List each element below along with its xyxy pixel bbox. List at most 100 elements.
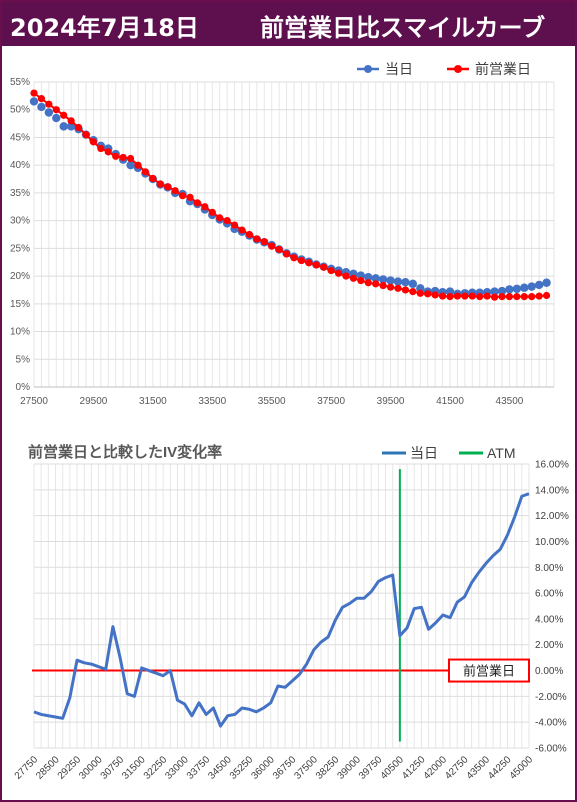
data-point-today xyxy=(66,122,76,131)
x-tick-label: 30750 xyxy=(99,754,127,782)
x-tick-label: 36750 xyxy=(271,754,299,782)
data-point-prev xyxy=(156,180,164,188)
y-tick-label: -4.00% xyxy=(535,718,567,729)
iv-change-chart: -6.00% -4.00% -2.00% 0.00% 2.00% 4.00% 6.00% 8.… xyxy=(13,443,569,782)
y-tick-label: 55% xyxy=(10,77,30,88)
data-point-prev xyxy=(37,95,46,103)
header-title: 前営業日比スマイルカーブ xyxy=(260,14,546,42)
legend-today: 当日 xyxy=(385,61,413,77)
y-tick-label: 8.00% xyxy=(535,563,563,574)
x-tick-label: 39000 xyxy=(336,754,364,782)
y-tick-label: 15% xyxy=(10,299,30,310)
y-tick-label: 50% xyxy=(10,105,30,116)
data-point-today xyxy=(378,275,388,284)
data-point-prev xyxy=(490,293,499,301)
y-tick-label: 14.00% xyxy=(535,485,569,496)
data-point-prev xyxy=(164,183,172,191)
data-point-prev xyxy=(82,131,90,139)
data-point-today xyxy=(497,286,507,296)
data-point-today xyxy=(59,122,68,131)
data-point-prev xyxy=(401,286,410,294)
data-point-prev xyxy=(476,293,484,301)
x-tick-label: 39750 xyxy=(357,754,385,782)
x-tick-label: 31500 xyxy=(120,754,148,782)
data-point-prev xyxy=(468,292,476,300)
x-tick-label: 31500 xyxy=(139,396,167,407)
data-point-prev xyxy=(201,203,209,211)
x-tick-label: 42750 xyxy=(443,754,471,782)
data-point-prev xyxy=(416,289,424,297)
data-point-prev xyxy=(104,148,112,156)
data-point-prev xyxy=(260,238,268,246)
y-tick-label: 2.00% xyxy=(535,640,563,651)
data-point-prev xyxy=(178,192,187,200)
data-point-prev xyxy=(141,168,150,176)
x-tick-label: 43500 xyxy=(465,754,493,782)
x-tick-label: 41500 xyxy=(436,396,464,407)
y-tick-label: 5% xyxy=(16,354,31,365)
data-point-prev xyxy=(208,208,216,216)
y-tick-label: 20% xyxy=(10,271,30,282)
data-point-prev xyxy=(394,284,402,292)
x-tick-label: 36000 xyxy=(249,754,277,782)
data-point-prev xyxy=(305,259,313,267)
data-point-prev xyxy=(193,199,202,207)
data-point-today xyxy=(29,97,39,106)
x-tick-label: 27750 xyxy=(13,754,41,782)
data-point-today xyxy=(505,285,514,294)
x-tick-label: 32250 xyxy=(142,754,170,782)
x-tick-label: 42000 xyxy=(422,754,450,782)
legend-prev: 前営業日 xyxy=(475,61,531,77)
data-point-prev xyxy=(320,263,328,271)
data-point-today xyxy=(542,278,551,287)
data-point-prev xyxy=(312,261,320,269)
data-point-prev xyxy=(97,144,105,153)
data-point-prev xyxy=(513,293,521,301)
x-tick-label: 38250 xyxy=(314,754,342,782)
reference-label: 前営業日 xyxy=(463,664,515,679)
data-point-today xyxy=(401,277,410,287)
y-tick-label: 4.00% xyxy=(535,614,563,625)
data-point-prev xyxy=(45,100,53,108)
legend-prev-marker xyxy=(454,65,462,73)
data-point-prev xyxy=(230,221,239,229)
y-tick-label: 30% xyxy=(10,216,30,227)
x-tick-label: 34500 xyxy=(206,754,234,782)
data-point-today xyxy=(37,102,46,112)
data-point-prev xyxy=(186,193,194,201)
header-date: 2024年7月18日 xyxy=(10,14,199,42)
reference-label-box xyxy=(448,658,530,683)
data-point-prev xyxy=(134,161,142,169)
series-line-today xyxy=(33,492,530,728)
x-tick-label: 33500 xyxy=(198,396,226,407)
legend-today: 当日 xyxy=(410,445,438,461)
x-tick-label: 43500 xyxy=(496,396,524,407)
series-line-2 xyxy=(33,92,547,299)
data-point-prev xyxy=(238,226,246,234)
data-point-prev xyxy=(282,250,291,258)
x-tick-label: 35500 xyxy=(258,396,286,407)
chart-title: 前営業日と比較したIV変化率 xyxy=(28,443,222,461)
data-point-prev xyxy=(349,274,358,282)
x-tick-label: 39500 xyxy=(377,396,405,407)
x-tick-label: 30000 xyxy=(77,754,105,782)
data-point-prev xyxy=(126,154,135,163)
y-tick-label: 45% xyxy=(10,132,30,143)
data-point-today xyxy=(512,284,522,294)
y-tick-label: 25% xyxy=(10,243,30,254)
data-point-today xyxy=(52,113,61,123)
data-point-prev xyxy=(67,117,75,125)
x-tick-label: 33000 xyxy=(163,754,191,782)
x-tick-label: 45000 xyxy=(508,754,536,782)
data-point-prev xyxy=(364,279,372,287)
data-point-prev xyxy=(505,293,514,301)
data-point-prev xyxy=(112,152,120,160)
data-point-prev xyxy=(409,288,417,296)
x-tick-label: 44250 xyxy=(486,754,514,782)
data-point-prev xyxy=(290,254,298,262)
data-point-prev xyxy=(253,235,261,243)
data-point-prev xyxy=(535,292,543,300)
x-tick-label: 37500 xyxy=(317,396,345,407)
legend-today-marker xyxy=(364,65,372,73)
smile-curve-chart: 0% 5% 10% 15% 20% 25% 30% 35% 40% 45% 50% 55% 27500 2… xyxy=(10,61,555,407)
